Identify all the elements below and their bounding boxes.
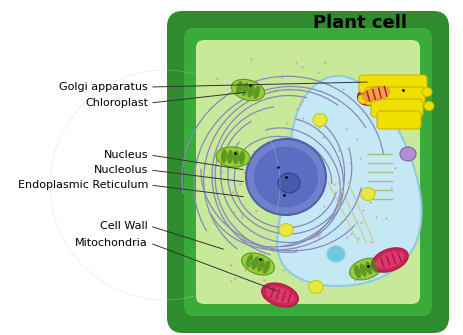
Ellipse shape (233, 150, 239, 164)
Ellipse shape (309, 280, 323, 293)
Ellipse shape (262, 283, 298, 307)
Ellipse shape (358, 94, 368, 104)
Ellipse shape (361, 188, 375, 201)
Ellipse shape (246, 254, 253, 268)
Ellipse shape (279, 223, 293, 237)
Ellipse shape (266, 286, 294, 304)
Text: Cell Wall: Cell Wall (100, 221, 148, 231)
Ellipse shape (239, 151, 245, 165)
Ellipse shape (177, 300, 205, 322)
Ellipse shape (257, 258, 264, 272)
Text: Plant cell: Plant cell (313, 14, 407, 32)
Ellipse shape (242, 82, 249, 96)
FancyBboxPatch shape (365, 87, 425, 105)
Ellipse shape (248, 84, 254, 97)
Text: Endoplasmic Reticulum: Endoplasmic Reticulum (18, 180, 148, 190)
Ellipse shape (313, 114, 327, 127)
Ellipse shape (372, 248, 408, 272)
Ellipse shape (357, 82, 394, 106)
Ellipse shape (254, 147, 318, 207)
Ellipse shape (371, 260, 378, 273)
Ellipse shape (327, 246, 345, 262)
Ellipse shape (251, 256, 259, 270)
Ellipse shape (232, 79, 265, 100)
Text: Nucleolus: Nucleolus (94, 165, 148, 175)
Ellipse shape (221, 149, 227, 163)
Ellipse shape (246, 139, 326, 215)
Ellipse shape (216, 147, 250, 167)
FancyBboxPatch shape (377, 111, 421, 129)
Ellipse shape (360, 263, 367, 277)
Ellipse shape (253, 85, 260, 99)
Ellipse shape (177, 22, 205, 44)
Text: Golgi apparatus: Golgi apparatus (59, 82, 148, 92)
Ellipse shape (375, 251, 404, 269)
Ellipse shape (365, 261, 372, 275)
Ellipse shape (242, 253, 275, 275)
Ellipse shape (424, 102, 434, 111)
Ellipse shape (362, 86, 391, 102)
Ellipse shape (400, 147, 416, 161)
Ellipse shape (354, 265, 361, 278)
FancyBboxPatch shape (184, 28, 432, 316)
Ellipse shape (227, 150, 233, 164)
Ellipse shape (422, 87, 432, 96)
FancyBboxPatch shape (371, 99, 423, 117)
Ellipse shape (411, 300, 439, 322)
Ellipse shape (236, 81, 243, 94)
FancyBboxPatch shape (167, 11, 449, 333)
Polygon shape (277, 76, 421, 286)
Ellipse shape (263, 260, 270, 274)
Ellipse shape (411, 22, 439, 44)
Text: Chloroplast: Chloroplast (85, 98, 148, 108)
FancyBboxPatch shape (196, 40, 420, 304)
Ellipse shape (278, 173, 300, 193)
Ellipse shape (350, 258, 382, 280)
FancyBboxPatch shape (359, 75, 427, 93)
Text: Mitochondria: Mitochondria (75, 238, 148, 248)
Text: Nucleus: Nucleus (104, 150, 148, 160)
